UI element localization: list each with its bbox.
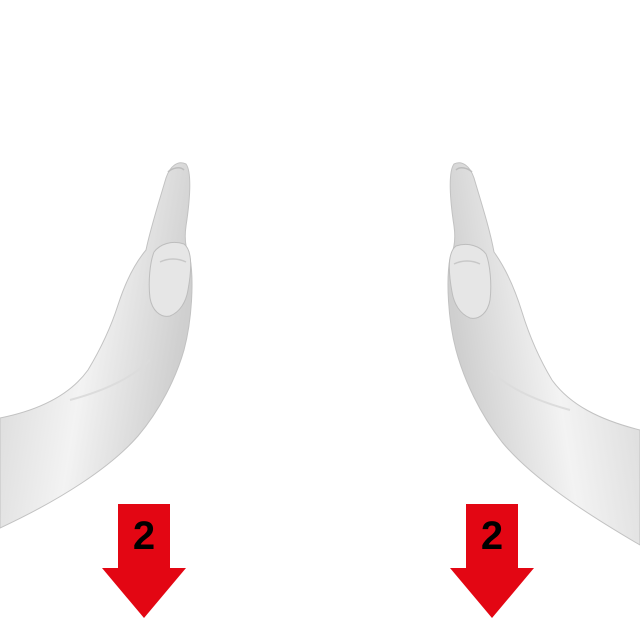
down-arrow-right: 2 [450,504,534,618]
down-arrow-icon [102,504,186,618]
arrow-count-label: 2 [480,514,504,558]
left-hand-icon [0,162,193,529]
right-hand-icon [447,162,640,546]
down-arrow-left: 2 [102,504,186,618]
down-arrow-icon [450,504,534,618]
arrow-count-label: 2 [132,514,156,558]
